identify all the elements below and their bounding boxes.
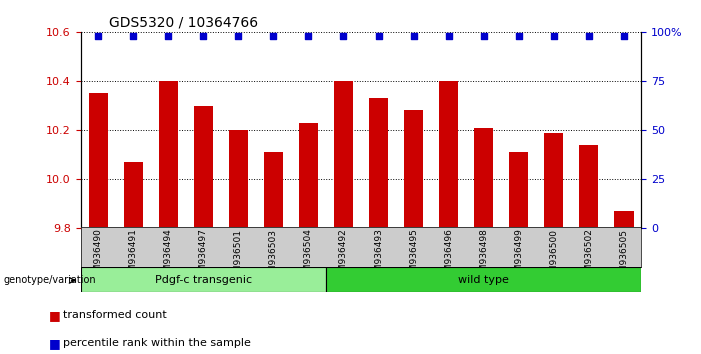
- Bar: [439, 81, 458, 228]
- Text: wild type: wild type: [458, 275, 509, 285]
- Bar: [544, 132, 564, 228]
- Bar: [334, 81, 353, 228]
- Text: transformed count: transformed count: [63, 310, 167, 320]
- Bar: [158, 81, 178, 228]
- Text: GSM936490: GSM936490: [94, 229, 102, 284]
- Text: GSM936493: GSM936493: [374, 229, 383, 284]
- Point: [478, 33, 489, 39]
- Bar: [404, 110, 423, 228]
- Text: GSM936505: GSM936505: [620, 229, 628, 284]
- Text: GSM936496: GSM936496: [444, 229, 453, 284]
- Bar: [579, 145, 599, 228]
- Text: GSM936492: GSM936492: [339, 229, 348, 283]
- Text: percentile rank within the sample: percentile rank within the sample: [63, 338, 251, 348]
- Point: [163, 33, 174, 39]
- Point: [338, 33, 349, 39]
- Bar: [193, 105, 213, 228]
- Text: GSM936503: GSM936503: [269, 229, 278, 284]
- Text: GSM936491: GSM936491: [129, 229, 137, 284]
- Bar: [369, 98, 388, 228]
- Bar: [123, 162, 143, 228]
- Point: [303, 33, 314, 39]
- Bar: [229, 130, 248, 228]
- Point: [198, 33, 209, 39]
- Text: GSM936497: GSM936497: [199, 229, 207, 284]
- Point: [408, 33, 419, 39]
- Text: GSM936498: GSM936498: [479, 229, 488, 284]
- Text: GSM936502: GSM936502: [585, 229, 593, 284]
- Bar: [509, 152, 529, 228]
- Point: [513, 33, 524, 39]
- FancyBboxPatch shape: [81, 267, 326, 292]
- Bar: [88, 93, 108, 228]
- Point: [373, 33, 384, 39]
- Point: [233, 33, 244, 39]
- Text: Pdgf-c transgenic: Pdgf-c transgenic: [155, 275, 252, 285]
- Point: [443, 33, 454, 39]
- Point: [548, 33, 559, 39]
- Point: [93, 33, 104, 39]
- FancyBboxPatch shape: [326, 267, 641, 292]
- Text: GSM936500: GSM936500: [550, 229, 558, 284]
- Point: [618, 33, 629, 39]
- Text: ■: ■: [49, 309, 61, 321]
- Text: GSM936499: GSM936499: [515, 229, 523, 284]
- Bar: [264, 152, 283, 228]
- Bar: [299, 123, 318, 228]
- Bar: [474, 128, 494, 228]
- Bar: [614, 211, 634, 228]
- Text: GSM936495: GSM936495: [409, 229, 418, 284]
- Text: genotype/variation: genotype/variation: [4, 275, 96, 285]
- Text: GDS5320 / 10364766: GDS5320 / 10364766: [109, 15, 258, 29]
- Text: GSM936501: GSM936501: [234, 229, 243, 284]
- Text: GSM936494: GSM936494: [164, 229, 172, 283]
- Point: [268, 33, 279, 39]
- Point: [583, 33, 594, 39]
- Text: ■: ■: [49, 337, 61, 350]
- Text: GSM936504: GSM936504: [304, 229, 313, 284]
- Point: [128, 33, 139, 39]
